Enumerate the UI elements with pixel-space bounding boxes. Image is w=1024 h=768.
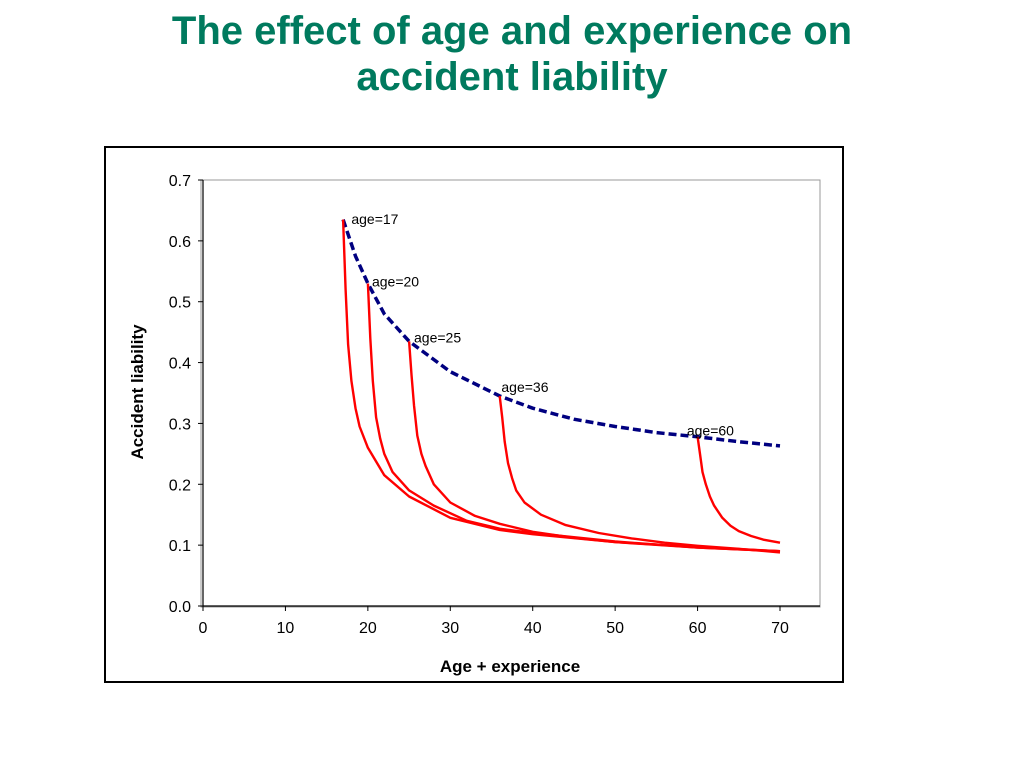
plot-area-border [200, 179, 821, 608]
annotation-layer: age=17 age=20 age=25 age=36 age=60 [351, 211, 734, 439]
slide-title-line-2: accident liability [356, 55, 668, 99]
y-tick-label: 0.5 [169, 295, 191, 312]
age-annotation-label: age=17 [351, 211, 398, 227]
x-tick-label: 40 [524, 620, 542, 637]
y-tick-label: 0.2 [169, 477, 191, 494]
axes-layer: 0.0 0.1 0.2 0.3 0.4 0.5 0.6 0.7 0 10 20 30 40 50 60 70 [169, 173, 820, 637]
x-tick-label: 50 [606, 620, 624, 637]
x-axis-title: Age + experience [440, 657, 580, 676]
y-tick-label: 0.6 [169, 234, 191, 251]
decay-curve-1 [341, 219, 781, 553]
y-axis-title: Accident liability [128, 324, 147, 460]
x-tick-label: 10 [277, 620, 295, 637]
accident-liability-chart: 0.00.10.20.30.40.50.60.70 10 20 30 40 50 60 70 … [128, 173, 821, 676]
x-tick-label: 20 [359, 620, 377, 637]
envelope-dashed-line [341, 219, 781, 448]
y-tick-label: 0.4 [169, 356, 191, 373]
slide-title-line-1: The effect of age and experience on [171, 9, 853, 53]
x-tick-label: 30 [441, 620, 459, 637]
x-tick-label: 60 [689, 620, 707, 637]
age-annotation-label: age=20 [372, 274, 419, 290]
decay-curve-3 [407, 341, 781, 553]
x-tick-label: 70 [771, 620, 789, 637]
y-tick-label: 0.0 [169, 599, 191, 616]
y-tick-label: 0.1 [169, 538, 191, 555]
decay-curve-4 [498, 395, 781, 554]
chart-frame: 0.0 0.1 0.2 0.3 0.4 0.5 0.6 0.7 0 10 20 30 40 50 60 70 … [104, 146, 844, 683]
y-tick-label: 0.7 [169, 173, 191, 190]
age-annotation-label: age=60 [687, 423, 734, 439]
decay-curve-5 [696, 436, 781, 544]
x-tick-label: 0 [199, 620, 208, 637]
age-annotation-label: age=25 [414, 329, 461, 345]
y-tick-label: 0.3 [169, 416, 191, 433]
series-layer [341, 219, 781, 554]
age-annotation-label: age=36 [501, 379, 548, 395]
slide-title: The effect of age and experience on acci… [40, 8, 984, 100]
